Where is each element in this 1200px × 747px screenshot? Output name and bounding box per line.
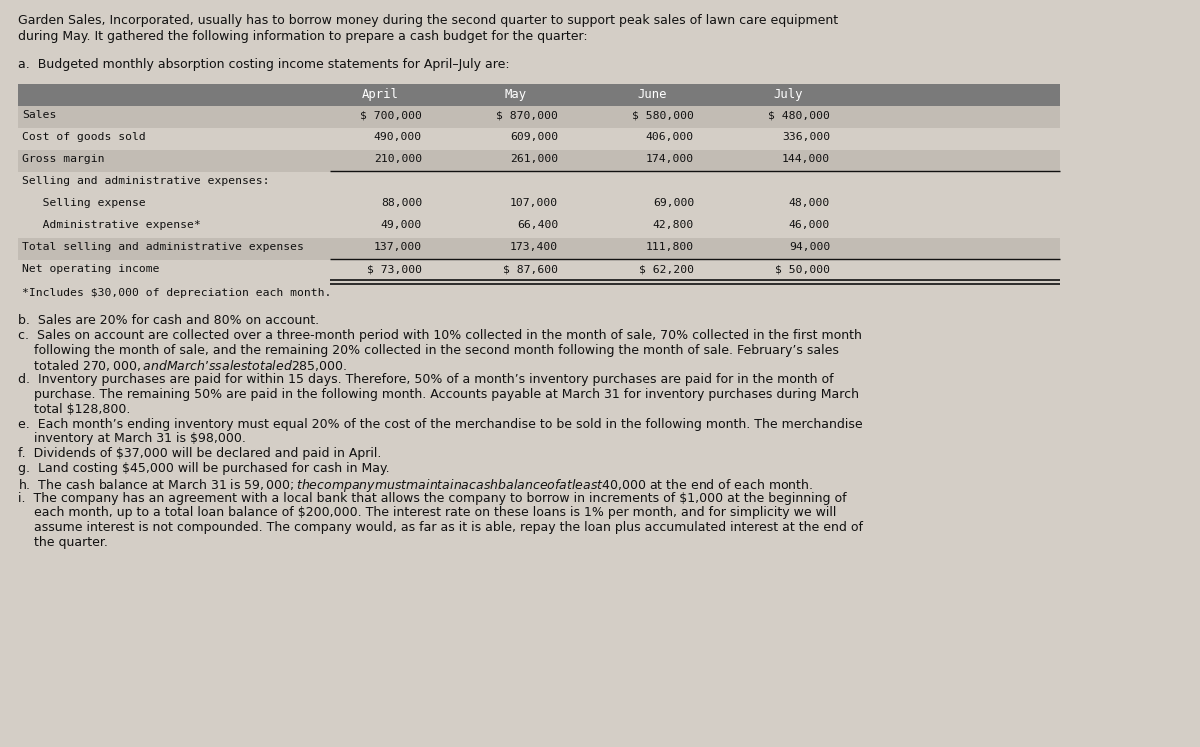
Text: 48,000: 48,000 (788, 198, 830, 208)
Text: g.  Land costing $45,000 will be purchased for cash in May.: g. Land costing $45,000 will be purchase… (18, 462, 390, 475)
Text: totaled $270,000, and March’s sales totaled $285,000.: totaled $270,000, and March’s sales tota… (18, 359, 347, 374)
Bar (18, 194, 1060, 216)
Bar (18, 128, 1060, 150)
Text: 42,800: 42,800 (653, 220, 694, 230)
Text: Net operating income: Net operating income (22, 264, 160, 274)
Text: total $128,800.: total $128,800. (18, 403, 131, 416)
Text: b.  Sales are 20% for cash and 80% on account.: b. Sales are 20% for cash and 80% on acc… (18, 314, 319, 327)
Bar (18, 172, 1060, 194)
Text: 210,000: 210,000 (374, 154, 422, 164)
Text: each month, up to a total loan balance of $200,000. The interest rate on these l: each month, up to a total loan balance o… (18, 506, 836, 519)
Text: c.  Sales on account are collected over a three-month period with 10% collected : c. Sales on account are collected over a… (18, 329, 862, 342)
Bar (18, 84, 1060, 106)
Text: 406,000: 406,000 (646, 132, 694, 142)
Text: Total selling and administrative expenses: Total selling and administrative expense… (22, 242, 304, 252)
Text: f.  Dividends of $37,000 will be declared and paid in April.: f. Dividends of $37,000 will be declared… (18, 447, 382, 460)
Text: 137,000: 137,000 (374, 242, 422, 252)
Text: a.  Budgeted monthly absorption costing income statements for April–July are:: a. Budgeted monthly absorption costing i… (18, 58, 510, 71)
Text: 490,000: 490,000 (374, 132, 422, 142)
Text: $ 480,000: $ 480,000 (768, 110, 830, 120)
Text: July: July (773, 88, 803, 101)
Text: May: May (505, 88, 527, 101)
Text: i.  The company has an agreement with a local bank that allows the company to bo: i. The company has an agreement with a l… (18, 492, 847, 505)
Text: $ 87,600: $ 87,600 (503, 264, 558, 274)
Bar (18, 260, 1060, 282)
Text: Sales: Sales (22, 110, 56, 120)
Text: *Includes $30,000 of depreciation each month.: *Includes $30,000 of depreciation each m… (22, 288, 331, 298)
Text: Selling expense: Selling expense (22, 198, 145, 208)
Text: June: June (637, 88, 667, 101)
Text: inventory at March 31 is $98,000.: inventory at March 31 is $98,000. (18, 433, 246, 445)
Text: 609,000: 609,000 (510, 132, 558, 142)
Bar (18, 216, 1060, 238)
Text: Administrative expense*: Administrative expense* (22, 220, 200, 230)
Text: $ 870,000: $ 870,000 (496, 110, 558, 120)
Text: purchase. The remaining 50% are paid in the following month. Accounts payable at: purchase. The remaining 50% are paid in … (18, 388, 859, 401)
Text: 88,000: 88,000 (380, 198, 422, 208)
Text: $ 50,000: $ 50,000 (775, 264, 830, 274)
Text: 111,800: 111,800 (646, 242, 694, 252)
Text: 336,000: 336,000 (782, 132, 830, 142)
Text: Selling and administrative expenses:: Selling and administrative expenses: (22, 176, 270, 186)
Text: e.  Each month’s ending inventory must equal 20% of the cost of the merchandise : e. Each month’s ending inventory must eq… (18, 418, 863, 430)
Text: Garden Sales, Incorporated, usually has to borrow money during the second quarte: Garden Sales, Incorporated, usually has … (18, 14, 838, 27)
Text: 261,000: 261,000 (510, 154, 558, 164)
Text: April: April (361, 88, 398, 101)
Text: $ 700,000: $ 700,000 (360, 110, 422, 120)
Text: 49,000: 49,000 (380, 220, 422, 230)
Text: during May. It gathered the following information to prepare a cash budget for t: during May. It gathered the following in… (18, 30, 588, 43)
Text: d.  Inventory purchases are paid for within 15 days. Therefore, 50% of a month’s: d. Inventory purchases are paid for with… (18, 374, 834, 386)
Text: $ 73,000: $ 73,000 (367, 264, 422, 274)
Text: following the month of sale, and the remaining 20% collected in the second month: following the month of sale, and the rem… (18, 344, 839, 356)
Text: 144,000: 144,000 (782, 154, 830, 164)
Text: 173,400: 173,400 (510, 242, 558, 252)
Text: 174,000: 174,000 (646, 154, 694, 164)
Text: 66,400: 66,400 (517, 220, 558, 230)
Text: the quarter.: the quarter. (18, 536, 108, 549)
Text: assume interest is not compounded. The company would, as far as it is able, repa: assume interest is not compounded. The c… (18, 521, 863, 534)
Text: $ 62,200: $ 62,200 (640, 264, 694, 274)
Text: 46,000: 46,000 (788, 220, 830, 230)
Text: h.  The cash balance at March 31 is $59,000; the company must maintain a cash ba: h. The cash balance at March 31 is $59,0… (18, 477, 814, 494)
Bar (18, 106, 1060, 128)
Bar (18, 150, 1060, 172)
Text: Cost of goods sold: Cost of goods sold (22, 132, 145, 142)
Text: 94,000: 94,000 (788, 242, 830, 252)
Text: $ 580,000: $ 580,000 (632, 110, 694, 120)
Text: Gross margin: Gross margin (22, 154, 104, 164)
Bar (18, 238, 1060, 260)
Text: 69,000: 69,000 (653, 198, 694, 208)
Text: 107,000: 107,000 (510, 198, 558, 208)
